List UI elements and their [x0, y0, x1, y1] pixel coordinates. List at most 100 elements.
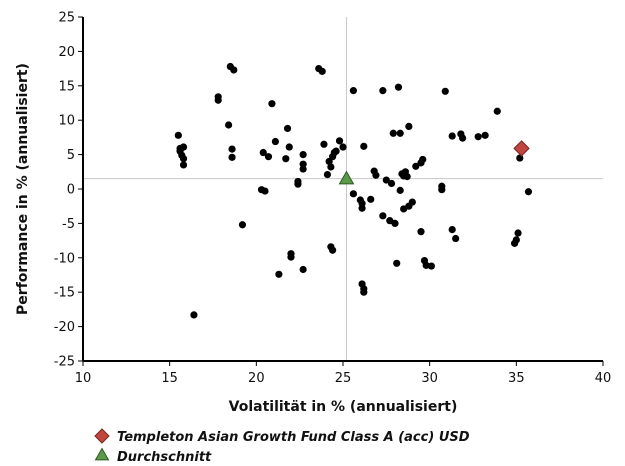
scatter-point — [448, 132, 456, 140]
scatter-point — [228, 153, 236, 161]
scatter-point — [228, 145, 236, 153]
scatter-point — [382, 176, 390, 184]
data-points — [174, 62, 533, 319]
scatter-point — [190, 311, 198, 319]
legend-diamond-marker — [94, 428, 110, 444]
reference-lines — [83, 17, 603, 361]
scatter-point — [372, 171, 380, 179]
scatter-point — [419, 155, 427, 164]
y-tick-label: 20 — [58, 45, 75, 60]
y-tick-label: -20 — [54, 320, 75, 335]
scatter-point — [179, 155, 188, 163]
scatter-point — [320, 140, 328, 148]
scatter-point — [238, 221, 247, 229]
scatter-point — [452, 234, 460, 243]
scatter-point — [493, 107, 501, 115]
x-tick-label: 35 — [508, 371, 525, 386]
scatter-point — [179, 143, 188, 151]
scatter-point — [514, 229, 522, 237]
scatter-point — [459, 134, 467, 142]
scatter-point — [271, 137, 279, 146]
scatter-point — [403, 173, 411, 181]
legend-label-average: Durchschnitt — [117, 450, 212, 465]
scatter-point — [394, 83, 403, 91]
scatter-point — [287, 253, 295, 261]
x-tick-label: 10 — [75, 371, 92, 386]
scatter-point — [349, 87, 357, 95]
legend-triangle-marker — [94, 447, 110, 461]
y-tick-label: 10 — [58, 114, 75, 129]
y-tick-label: 25 — [58, 11, 75, 26]
scatter-point — [417, 228, 425, 236]
scatter-point — [329, 246, 337, 254]
y-tick-label: 0 — [67, 183, 75, 198]
scatter-point — [335, 137, 344, 145]
scatter-point — [285, 143, 293, 151]
scatter-point — [405, 122, 413, 130]
scatter-point — [264, 153, 273, 161]
x-axis-label: Volatilität in % (annualisiert) — [229, 399, 458, 415]
scatter-point — [393, 259, 401, 267]
scatter-point — [174, 131, 182, 139]
scatter-point — [412, 162, 420, 170]
scatter-point — [387, 179, 396, 188]
x-tick-label: 20 — [248, 371, 265, 386]
scatter-point — [396, 129, 404, 137]
scatter-point — [524, 188, 533, 196]
scatter-point — [367, 195, 375, 203]
fund-diamond-marker — [513, 140, 530, 157]
scatter-point — [299, 165, 307, 173]
scatter-point — [389, 129, 397, 137]
scatter-point — [268, 100, 276, 108]
scatter-point — [427, 262, 435, 270]
scatter-point — [391, 219, 399, 227]
legend-label-fund: Templeton Asian Growth Fund Class A (acc… — [117, 430, 470, 445]
average-triangle-marker — [338, 170, 355, 185]
scatter-point — [360, 142, 368, 150]
y-tick-label: 5 — [67, 148, 75, 163]
axes — [82, 17, 603, 362]
scatter-point — [441, 87, 449, 95]
scatter-point — [379, 212, 387, 220]
scatter-point — [474, 133, 482, 141]
scatter-point — [323, 170, 331, 179]
y-tick-label: -25 — [54, 355, 75, 370]
scatter-point — [225, 121, 233, 129]
y-tick-label: 15 — [58, 79, 75, 94]
scatter-point — [360, 288, 368, 296]
scatter-point — [318, 67, 326, 75]
y-tick-label: -5 — [62, 217, 75, 232]
scatter-point — [294, 180, 302, 188]
scatter-point — [261, 187, 269, 195]
scatter-point — [299, 151, 307, 159]
y-axis-label: Performance in % (annualisiert) — [15, 63, 31, 315]
scatter-point — [327, 163, 335, 171]
scatter-point — [332, 147, 340, 155]
scatter-point — [481, 131, 489, 139]
scatter-point — [448, 225, 456, 234]
axis-ticks: -25 -20 -15 -10 -5 0 5 10 15 20 25 10 15 20 25 30 35 40 — [54, 11, 612, 387]
scatter-point — [408, 198, 416, 206]
scatter-point — [214, 96, 222, 104]
scatter-point — [396, 186, 404, 194]
y-tick-label: -15 — [54, 286, 75, 301]
y-tick-label: -10 — [54, 251, 75, 266]
scatter-point — [179, 161, 188, 169]
x-tick-label: 25 — [335, 371, 352, 386]
scatter-point — [349, 190, 357, 198]
scatter-point — [512, 236, 520, 244]
scatter-point — [299, 265, 307, 274]
scatter-point — [438, 186, 446, 194]
scatter-point — [282, 155, 290, 163]
highlight-markers — [338, 140, 530, 185]
x-tick-label: 40 — [595, 371, 612, 386]
scatter-point — [230, 66, 238, 74]
x-tick-label: 30 — [421, 371, 438, 386]
x-tick-label: 15 — [161, 371, 178, 386]
scatter-point — [275, 270, 283, 278]
scatter-point — [358, 204, 366, 212]
scatter-point — [259, 148, 267, 157]
scatter-point — [283, 124, 292, 133]
